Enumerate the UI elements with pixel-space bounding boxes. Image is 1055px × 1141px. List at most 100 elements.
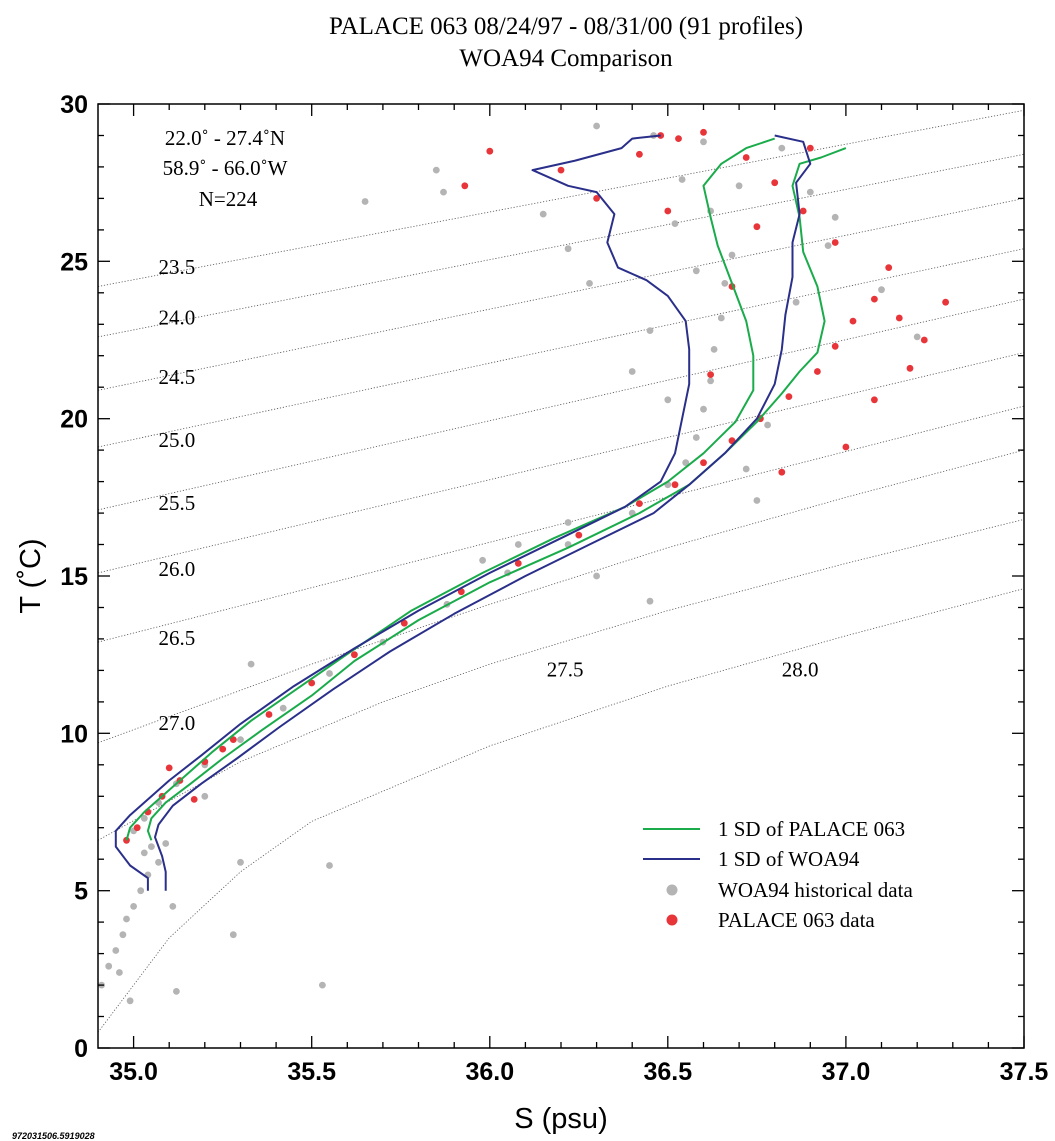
data-point	[137, 887, 145, 895]
data-point	[700, 405, 707, 413]
data-point	[140, 814, 148, 822]
contour-label-25.0: 25.0	[159, 428, 196, 452]
sd-line	[146, 147, 847, 841]
region-info: 22.0˚ - 27.4˚N 58.9˚ - 66.0˚W N=224	[163, 126, 288, 211]
data-point	[162, 840, 170, 847]
y-tick-label: 5	[74, 878, 88, 906]
density-contour-25.0	[97, 248, 1025, 448]
data-point	[229, 931, 237, 939]
chart-title: PALACE 063 08/24/97 - 08/31/00 (91 profi…	[329, 13, 803, 40]
data-point	[885, 264, 893, 271]
x-tick-label: 37.0	[822, 1058, 871, 1086]
density-contour-25.5	[97, 298, 1025, 511]
data-point	[557, 166, 565, 174]
data-point	[664, 207, 672, 215]
data-point	[265, 711, 273, 718]
data-point	[785, 393, 793, 400]
contour-label-24.5: 24.5	[159, 365, 196, 389]
legend: 1 SD of PALACE 063 1 SD of WOA94 WOA94 h…	[643, 817, 913, 932]
y-tick-label: 25	[60, 248, 88, 276]
data-point	[920, 336, 928, 344]
density-contour-24.5	[97, 198, 1025, 391]
data-point	[201, 792, 209, 800]
density-contour-26.0	[97, 352, 1025, 574]
data-point	[771, 179, 779, 187]
y-tick-label: 30	[60, 91, 88, 119]
x-axis-label: S (psu)	[514, 1103, 607, 1135]
data-point	[173, 988, 180, 995]
contour-label-26.5: 26.5	[159, 626, 196, 650]
data-point	[792, 298, 800, 306]
data-point	[675, 135, 682, 143]
data-point	[913, 333, 921, 341]
density-contour-27.5	[97, 519, 1025, 841]
data-point	[105, 962, 113, 970]
data-point	[514, 541, 522, 548]
data-point	[636, 150, 643, 158]
data-point	[895, 314, 903, 322]
contour-label-28.0: 28.0	[782, 658, 819, 682]
sd-line	[125, 137, 776, 841]
data-point	[165, 764, 173, 772]
y-axis-label: T (˚C)	[15, 538, 47, 613]
data-point	[728, 251, 736, 259]
x-tick-label: 36.5	[643, 1058, 692, 1086]
data-point	[646, 597, 654, 605]
data-point	[279, 704, 287, 712]
data-point	[593, 122, 600, 130]
data-point	[457, 588, 465, 596]
sd-line	[154, 134, 812, 891]
footer-id: 972031506.5919028	[12, 1131, 95, 1141]
region-longitude: 58.9˚ - 66.0˚W	[163, 156, 288, 180]
data-point	[671, 220, 679, 228]
data-point	[806, 144, 814, 152]
axis-ticks	[98, 103, 1025, 1049]
data-point	[764, 421, 771, 429]
data-point	[575, 531, 583, 539]
data-point	[237, 736, 244, 743]
data-point	[479, 556, 486, 564]
data-point	[219, 745, 227, 753]
x-tick-label: 37.5	[1000, 1058, 1049, 1086]
data-point	[646, 327, 654, 334]
data-point	[169, 903, 177, 910]
data-point	[628, 368, 636, 375]
data-point	[119, 931, 127, 939]
contour-label-27.0: 27.0	[159, 711, 196, 735]
data-point	[440, 188, 447, 196]
density-contours	[97, 109, 1025, 1033]
contour-label-25.5: 25.5	[159, 491, 196, 515]
density-contour-23.5	[97, 109, 1025, 287]
data-point	[564, 245, 572, 253]
legend-label-palace-sd: 1 SD of PALACE 063	[718, 817, 905, 841]
data-point	[308, 679, 316, 687]
data-point	[700, 128, 707, 136]
data-point	[229, 736, 237, 743]
data-point	[432, 166, 440, 174]
density-contour-27.0	[97, 449, 1025, 744]
data-point	[636, 500, 643, 507]
sd-line	[114, 134, 691, 891]
x-tick-label: 36.0	[465, 1058, 514, 1086]
data-point	[721, 280, 729, 287]
contour-label-24.0: 24.0	[159, 305, 196, 329]
data-point	[486, 147, 494, 155]
density-contour-24.0	[97, 153, 1025, 338]
contour-label-27.5: 27.5	[547, 658, 584, 682]
data-point	[871, 295, 878, 303]
data-point	[742, 465, 750, 473]
data-point	[400, 619, 408, 627]
region-latitude: 22.0˚ - 27.4˚N	[165, 126, 285, 150]
data-point	[351, 651, 358, 659]
data-point	[878, 286, 885, 294]
data-point	[942, 298, 949, 306]
contour-label-23.5: 23.5	[159, 255, 196, 279]
data-point	[461, 182, 469, 190]
data-point	[831, 342, 839, 350]
data-point	[116, 969, 123, 976]
chart-subtitle: WOA94 Comparison	[459, 45, 673, 72]
data-point	[514, 560, 522, 567]
data-point	[326, 862, 333, 869]
axis-tick-labels: 35.0 35.5 36.0 36.5 37.0 37.5 0 5 10 15 20 25 30	[60, 91, 1048, 1086]
series-1-sd-of-palace-063	[125, 137, 847, 841]
